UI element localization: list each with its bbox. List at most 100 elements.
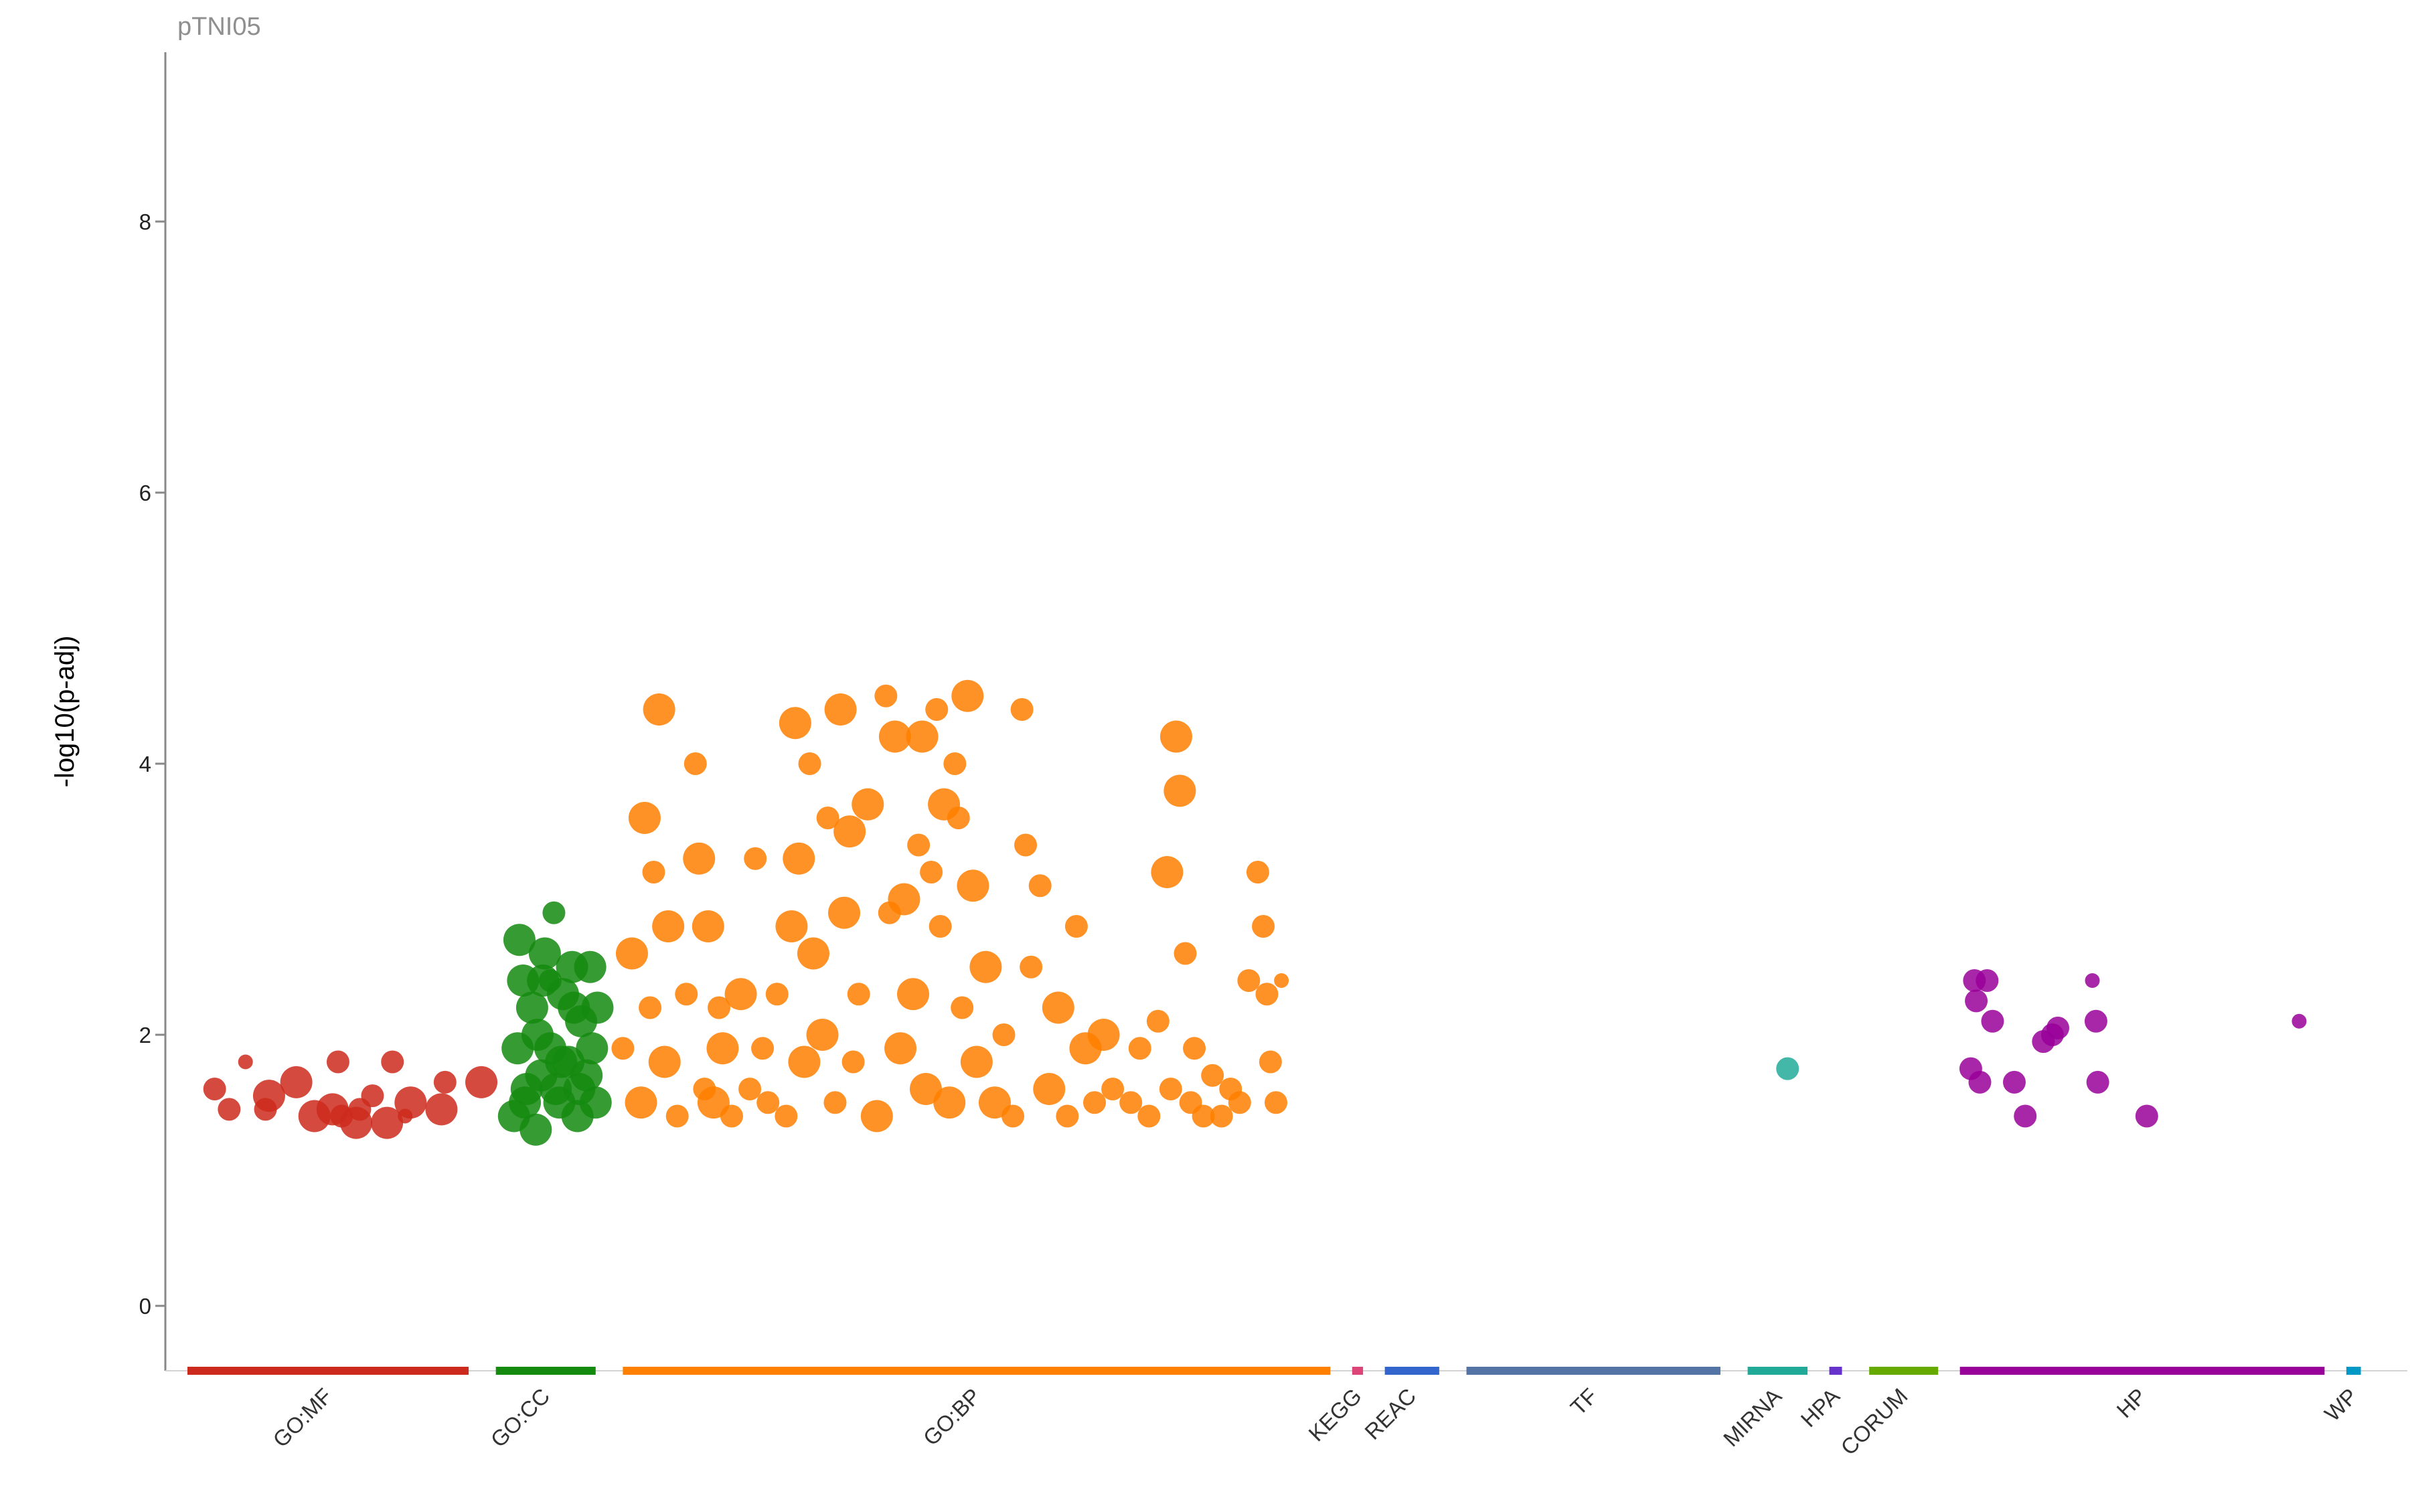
data-point[interactable] [1010,698,1034,721]
data-point[interactable] [675,983,698,1006]
data-point[interactable] [951,996,974,1019]
data-point[interactable] [724,978,757,1011]
data-point[interactable] [909,1073,942,1105]
data-point[interactable] [625,1086,657,1119]
data-point[interactable] [576,1032,609,1065]
data-point[interactable] [1965,989,1988,1013]
data-point[interactable] [878,720,911,753]
data-point[interactable] [1128,1037,1151,1060]
data-point[interactable] [2002,1070,2026,1094]
data-point[interactable] [1274,973,1289,988]
data-point[interactable] [218,1098,241,1121]
data-point[interactable] [542,901,566,924]
data-point[interactable] [978,1086,1011,1119]
data-point[interactable] [465,1066,498,1098]
data-point[interactable] [1087,1019,1120,1051]
data-point[interactable] [665,1104,689,1128]
data-point[interactable] [951,679,984,712]
data-point[interactable] [852,788,884,821]
data-point[interactable] [519,1113,552,1146]
data-point[interactable] [779,707,811,740]
data-point[interactable] [720,1104,743,1128]
data-point[interactable] [738,1078,762,1100]
data-point[interactable] [1976,969,1999,992]
data-point[interactable] [1252,915,1275,938]
data-point[interactable] [823,1091,847,1114]
data-point[interactable] [1255,983,1279,1006]
data-point[interactable] [925,698,949,721]
data-point[interactable] [783,842,815,875]
data-point[interactable] [692,910,724,942]
data-point[interactable] [1159,720,1192,753]
data-point[interactable] [1776,1057,1799,1080]
data-point[interactable] [860,1100,893,1132]
data-point[interactable] [828,896,861,929]
data-point[interactable] [765,983,789,1006]
data-point[interactable] [545,1045,578,1078]
data-point[interactable] [540,1073,572,1105]
data-point[interactable] [833,815,866,848]
data-point[interactable] [816,807,839,829]
data-point[interactable] [509,1086,542,1119]
data-point[interactable] [897,978,929,1011]
data-point[interactable] [797,937,829,970]
data-point[interactable] [841,1050,865,1074]
data-point[interactable] [528,937,561,970]
data-point[interactable] [648,1045,681,1078]
data-point[interactable] [503,924,536,956]
data-point[interactable] [1210,1104,1233,1128]
data-point[interactable] [2085,973,2100,988]
data-point[interactable] [884,1032,917,1065]
data-point[interactable] [1981,1009,2004,1033]
data-point[interactable] [280,1066,313,1098]
data-point[interactable] [381,1050,404,1074]
data-point[interactable] [957,869,989,902]
data-point[interactable] [581,991,614,1024]
data-point[interactable] [1137,1104,1161,1128]
data-point[interactable] [515,991,548,1024]
data-point[interactable] [992,1023,1016,1046]
data-point[interactable] [697,1086,730,1119]
data-point[interactable] [433,1070,457,1094]
data-point[interactable] [203,1078,226,1100]
data-point[interactable] [1001,1104,1025,1128]
data-point[interactable] [558,991,590,1024]
data-point[interactable] [1237,969,1261,992]
data-point[interactable] [2086,1070,2109,1094]
data-point[interactable] [238,1054,253,1070]
data-point[interactable] [683,842,716,875]
data-point[interactable] [1020,955,1043,979]
data-point[interactable] [960,1045,993,1078]
data-point[interactable] [947,807,970,829]
data-point[interactable] [874,684,898,707]
data-point[interactable] [775,1104,798,1128]
data-point[interactable] [1201,1064,1224,1087]
data-point[interactable] [2292,1013,2307,1029]
data-point[interactable] [708,996,731,1019]
data-point[interactable] [1246,861,1269,884]
data-point[interactable] [1033,1073,1066,1105]
data-point[interactable] [1014,833,1038,857]
data-point[interactable] [326,1050,349,1074]
data-point[interactable] [744,847,767,870]
data-point[interactable] [1228,1091,1251,1114]
data-point[interactable] [824,693,857,726]
data-point[interactable] [652,910,685,942]
data-point[interactable] [1028,874,1052,898]
data-point[interactable] [847,983,870,1006]
data-point[interactable] [806,1019,839,1051]
data-point[interactable] [1163,774,1196,807]
data-point[interactable] [1042,991,1074,1024]
data-point[interactable] [1159,1078,1182,1100]
data-point[interactable] [398,1108,413,1124]
data-point[interactable] [1151,856,1184,888]
data-point[interactable] [628,802,661,834]
data-point[interactable] [788,1045,821,1078]
data-point[interactable] [425,1093,458,1126]
data-point[interactable] [1183,1037,1206,1060]
data-point[interactable] [1968,1070,1992,1094]
data-point[interactable] [888,883,920,916]
data-point[interactable] [2014,1104,2037,1128]
data-point[interactable] [1056,1104,1079,1128]
data-point[interactable] [1259,1050,1282,1074]
